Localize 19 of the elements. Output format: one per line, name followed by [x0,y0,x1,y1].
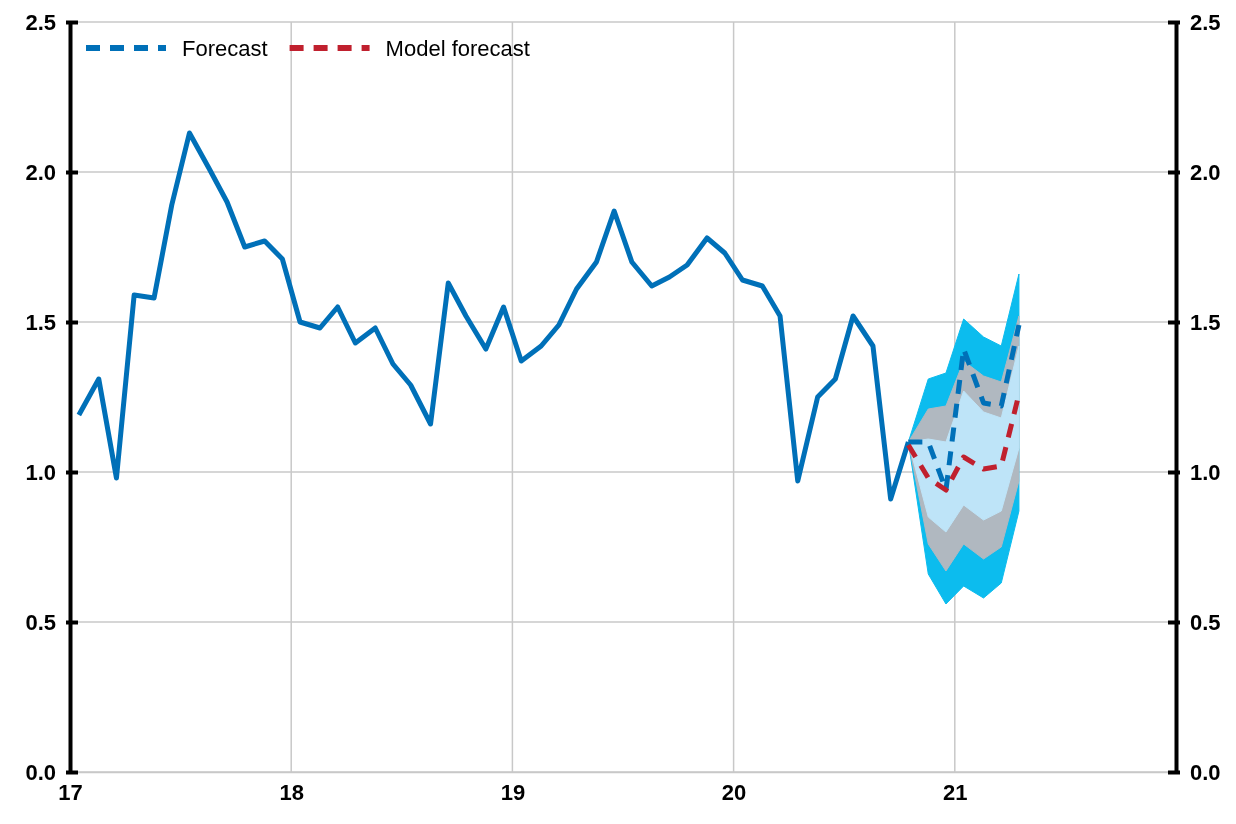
x-tick-label: 17 [58,779,83,805]
legend-label: Forecast [182,36,268,61]
y-tick-label: 2.0 [25,159,56,185]
x-tick-label: 18 [279,779,304,805]
y2-tick-label: 1.0 [1190,459,1221,485]
y2-tick-label: 1.5 [1190,309,1221,335]
y-tick-label: 0.0 [25,759,56,785]
y2-tick-label: 2.0 [1190,159,1221,185]
y-tick-label: 1.5 [25,309,56,335]
x-tick-label: 21 [943,779,968,805]
y-tick-label: 2.5 [25,9,56,35]
y2-tick-label: 0.0 [1190,759,1221,785]
y2-tick-label: 2.5 [1190,9,1221,35]
x-tick-label: 20 [721,779,747,805]
y2-tick-label: 0.5 [1190,609,1221,635]
y-tick-label: 1.0 [25,459,56,485]
x-tick-label: 19 [500,779,526,805]
y-tick-label: 0.5 [25,609,56,635]
legend-label: Model forecast [385,36,530,61]
